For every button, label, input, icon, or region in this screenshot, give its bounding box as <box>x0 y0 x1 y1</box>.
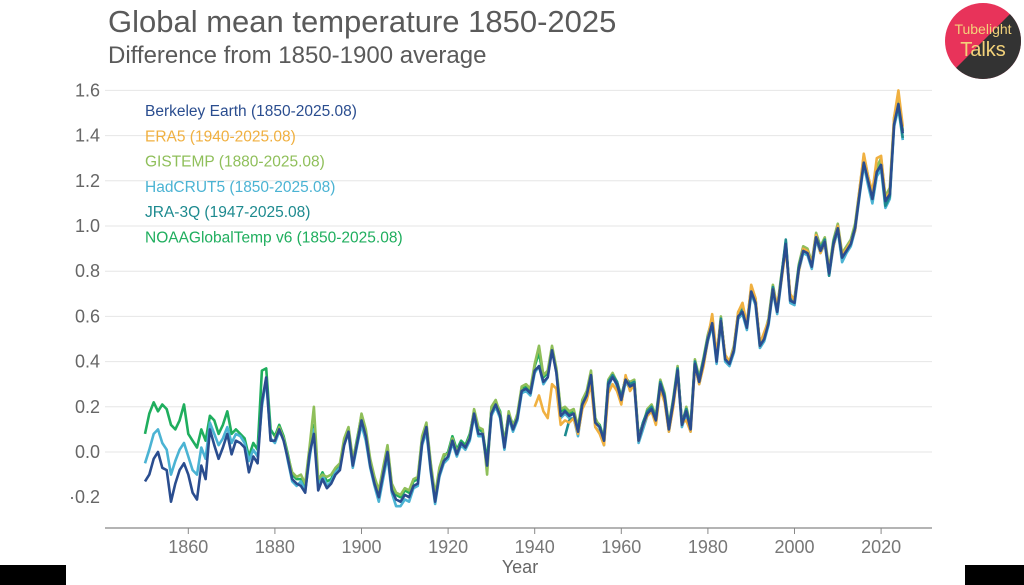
legend-item: Berkeley Earth (1850-2025.08) <box>145 103 357 120</box>
x-tick-label: 1880 <box>255 537 295 557</box>
chart-subtitle: Difference from 1850-1900 average <box>108 42 487 69</box>
x-tick-label: 1920 <box>428 537 468 557</box>
y-tick-label: ·0.2 <box>69 487 100 507</box>
x-tick-label: 1860 <box>168 537 208 557</box>
y-tick-label: 0.6 <box>75 306 100 326</box>
x-tick-label: 1980 <box>688 537 728 557</box>
series-line-berkeley <box>143 102 905 503</box>
legend-item: JRA-3Q (1947-2025.08) <box>145 204 310 221</box>
letterbox-bar-left <box>0 565 66 585</box>
series-lines <box>143 89 905 508</box>
legend-item: HadCRUT5 (1850-2025.08) <box>145 179 335 196</box>
y-axis: 1.6 1.4 1.2 1.0 0.8 0.6 0.4 0.2 0.0 ·0.2 <box>69 80 100 507</box>
x-tick-label: 1900 <box>341 537 381 557</box>
x-axis-label: Year <box>502 557 538 577</box>
y-tick-label: 1.6 <box>75 80 100 100</box>
legend-item: GISTEMP (1880-2025.08) <box>145 154 325 171</box>
x-tick-label: 2020 <box>861 537 901 557</box>
y-tick-label: 0.4 <box>75 352 100 372</box>
y-tick-label: 0.0 <box>75 442 100 462</box>
series-line-gistemp <box>273 95 905 497</box>
y-tick-label: 0.8 <box>75 261 100 281</box>
series-line-era5 <box>533 89 905 447</box>
x-tick-label: 1940 <box>515 537 555 557</box>
x-tick-label: 2000 <box>774 537 814 557</box>
legend-item: NOAAGlobalTemp v6 (1850-2025.08) <box>145 230 403 247</box>
x-tick-label: 1960 <box>601 537 641 557</box>
tubelight-talks-logo: Tubelight Talks <box>945 3 1021 79</box>
x-axis: 1860 1880 1900 1920 1940 1960 1980 2000 2020 <box>105 527 932 557</box>
chart-title: Global mean temperature 1850-2025 <box>108 4 617 39</box>
legend-item: ERA5 (1940-2025.08) <box>145 128 296 145</box>
y-tick-label: 0.2 <box>75 397 100 417</box>
y-tick-label: 1.4 <box>75 126 100 146</box>
letterbox-bar-right <box>965 565 1024 585</box>
logo-text-line2: Talks <box>960 39 1006 61</box>
logo-text-line1: Tubelight <box>954 21 1011 37</box>
legend: Berkeley Earth (1850-2025.08) ERA5 (1940-… <box>145 103 403 247</box>
y-tick-label: 1.2 <box>75 171 100 191</box>
y-tick-label: 1.0 <box>75 216 100 236</box>
